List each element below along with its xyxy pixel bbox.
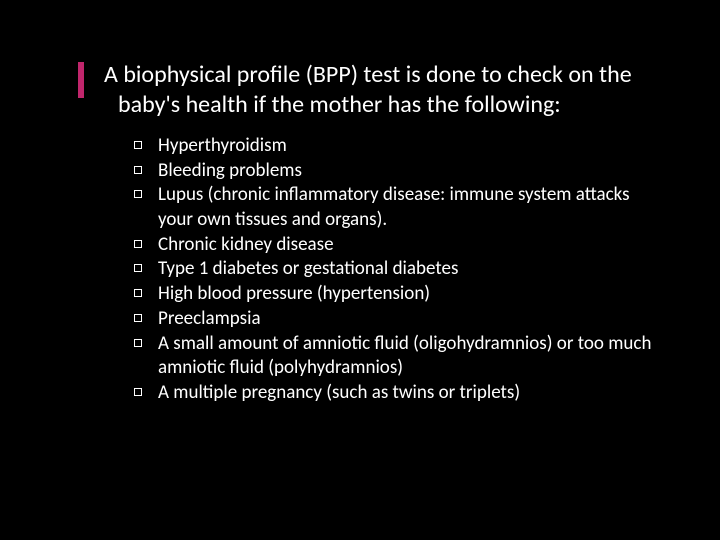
list-item: Preeclampsia [134, 307, 652, 332]
square-bullet-icon [134, 166, 142, 174]
list-item-text: High blood pressure (hypertension) [158, 282, 430, 305]
list-item: A small amount of amniotic fluid (oligoh… [134, 332, 652, 381]
list-item-text: Type 1 diabetes or gestational diabetes [158, 257, 458, 280]
list-item: Type 1 diabetes or gestational diabetes [134, 257, 652, 282]
list-item-text: Preeclampsia [158, 307, 261, 330]
square-bullet-icon [134, 314, 142, 322]
square-bullet-icon [134, 289, 142, 297]
square-bullet-icon [134, 240, 142, 248]
square-bullet-icon [134, 141, 142, 149]
list-item: Bleeding problems [134, 159, 652, 184]
accent-bar [78, 62, 84, 98]
list-item-text: A multiple pregnancy (such as twins or t… [158, 381, 520, 404]
list-item-text: Chronic kidney disease [158, 233, 334, 256]
square-bullet-icon [134, 190, 142, 198]
list-item: Lupus (chronic inflammatory disease: imm… [134, 183, 652, 232]
square-bullet-icon [134, 264, 142, 272]
bullet-list: Hyperthyroidism Bleeding problems Lupus … [86, 134, 652, 406]
list-item-text: Lupus (chronic inflammatory disease: imm… [158, 183, 630, 231]
slide-content: A biophysical profile (BPP) test is done… [86, 60, 652, 406]
square-bullet-icon [134, 388, 142, 396]
square-bullet-icon [134, 339, 142, 347]
list-item: A multiple pregnancy (such as twins or t… [134, 381, 652, 406]
list-item: Hyperthyroidism [134, 134, 652, 159]
list-item-text: Hyperthyroidism [158, 134, 287, 157]
list-item: High blood pressure (hypertension) [134, 282, 652, 307]
list-item-text: A small amount of amniotic fluid (oligoh… [158, 332, 651, 380]
slide-title: A biophysical profile (BPP) test is done… [86, 60, 652, 120]
list-item: Chronic kidney disease [134, 233, 652, 258]
list-item-text: Bleeding problems [158, 159, 302, 182]
